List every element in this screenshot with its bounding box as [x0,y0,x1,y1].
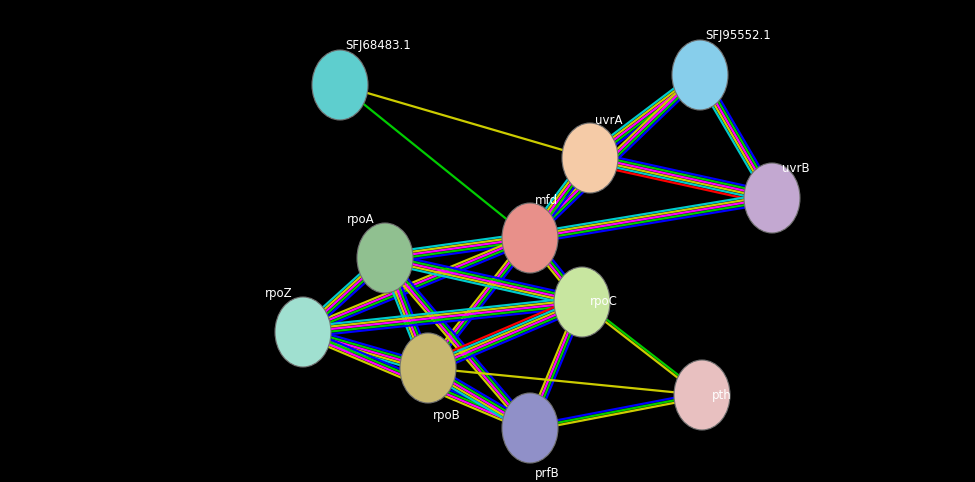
Ellipse shape [744,163,800,233]
Text: rpoZ: rpoZ [265,287,293,300]
Ellipse shape [502,393,558,463]
Ellipse shape [312,50,368,120]
Ellipse shape [672,40,728,110]
Text: uvrA: uvrA [595,113,622,126]
Ellipse shape [554,267,610,337]
Text: pth: pth [712,388,732,402]
Text: mfd: mfd [535,193,558,206]
Text: uvrB: uvrB [782,161,809,174]
Ellipse shape [674,360,730,430]
Text: rpoB: rpoB [433,409,461,421]
Text: SFJ68483.1: SFJ68483.1 [345,39,410,52]
Ellipse shape [562,123,618,193]
Text: rpoC: rpoC [590,295,618,308]
Ellipse shape [275,297,331,367]
Ellipse shape [502,203,558,273]
Ellipse shape [400,333,456,403]
Text: rpoA: rpoA [347,214,375,227]
Ellipse shape [357,223,413,293]
Text: SFJ95552.1: SFJ95552.1 [705,28,771,41]
Text: prfB: prfB [535,467,560,480]
